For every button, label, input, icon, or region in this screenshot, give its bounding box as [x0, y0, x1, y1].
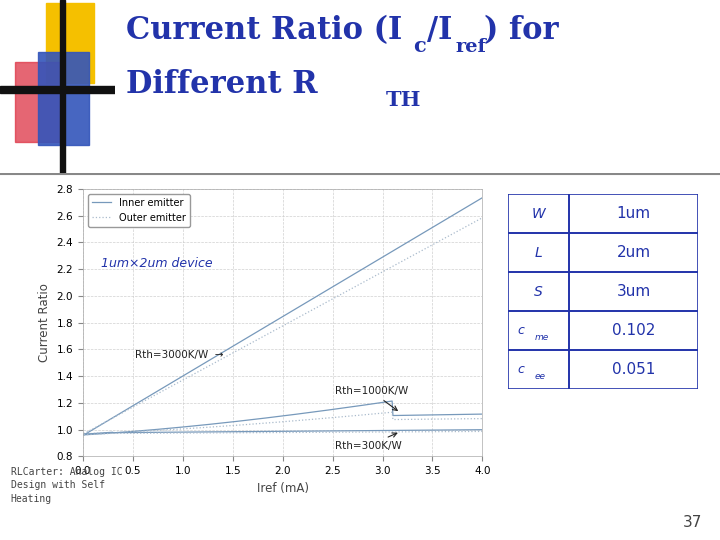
Text: c: c	[517, 363, 524, 376]
Bar	[15, 62, 61, 141]
Bar	[569, 311, 698, 350]
Text: Rth=3000K/W  →: Rth=3000K/W →	[135, 350, 223, 360]
Bar	[60, 0, 65, 173]
X-axis label: Iref (mA): Iref (mA)	[256, 482, 309, 495]
Text: TH: TH	[386, 90, 421, 110]
Text: 0.102: 0.102	[612, 323, 655, 338]
Text: Current Ratio (I: Current Ratio (I	[126, 15, 402, 46]
Inner emitter	[317, 291, 325, 297]
Inner emitter	[469, 200, 477, 207]
Inner emitter	[271, 318, 280, 324]
Inner emitter	[269, 319, 277, 326]
Bar	[508, 350, 569, 389]
Bar	[508, 311, 569, 350]
Outer emitter	[271, 327, 280, 333]
Bar	[508, 233, 569, 272]
Text: Rth=1000K/W: Rth=1000K/W	[335, 386, 408, 410]
Bar	[569, 272, 698, 311]
Text: ) for: ) for	[484, 15, 559, 46]
Outer emitter	[79, 430, 88, 437]
Text: RLCarter: Analog IC
Design with Self
Heating: RLCarter: Analog IC Design with Self Hea…	[11, 467, 122, 503]
Bar	[569, 194, 698, 233]
Text: 37: 37	[683, 515, 702, 530]
Inner emitter	[295, 303, 304, 310]
Text: ref: ref	[456, 38, 487, 56]
Legend: Inner emitter, Outer emitter: Inner emitter, Outer emitter	[88, 194, 189, 226]
Bar	[508, 272, 569, 311]
Bar	[569, 233, 698, 272]
Bar	[46, 3, 94, 83]
Line: Inner emitter: Inner emitter	[84, 198, 482, 435]
Bar	[0, 85, 115, 93]
Text: /I: /I	[427, 15, 452, 46]
Text: c: c	[413, 36, 426, 56]
Text: 0.051: 0.051	[612, 362, 655, 377]
Inner emitter	[406, 237, 415, 244]
Line: Outer emitter: Outer emitter	[84, 218, 482, 434]
Outer emitter	[478, 214, 487, 221]
Text: 2um: 2um	[616, 245, 651, 260]
Inner emitter	[478, 194, 487, 201]
Outer emitter	[269, 328, 277, 334]
Text: Different R: Different R	[126, 69, 318, 100]
Bar	[569, 350, 698, 389]
Text: W: W	[531, 207, 545, 221]
Outer emitter	[406, 253, 415, 260]
Text: 1um: 1um	[616, 206, 651, 221]
Text: 1um×2um device: 1um×2um device	[101, 256, 212, 269]
Text: ee: ee	[534, 372, 545, 381]
Outer emitter	[469, 220, 477, 226]
Inner emitter	[79, 432, 88, 438]
Bar	[38, 52, 89, 145]
Outer emitter	[295, 314, 304, 320]
Y-axis label: Current Ratio: Current Ratio	[38, 283, 51, 362]
Text: S: S	[534, 285, 542, 299]
Text: c: c	[517, 324, 524, 337]
Text: L: L	[534, 246, 542, 260]
Text: 3um: 3um	[616, 284, 651, 299]
Outer emitter	[317, 302, 325, 308]
Text: Rth=300K/W: Rth=300K/W	[335, 433, 401, 451]
Text: me: me	[534, 333, 549, 342]
Bar	[508, 194, 569, 233]
